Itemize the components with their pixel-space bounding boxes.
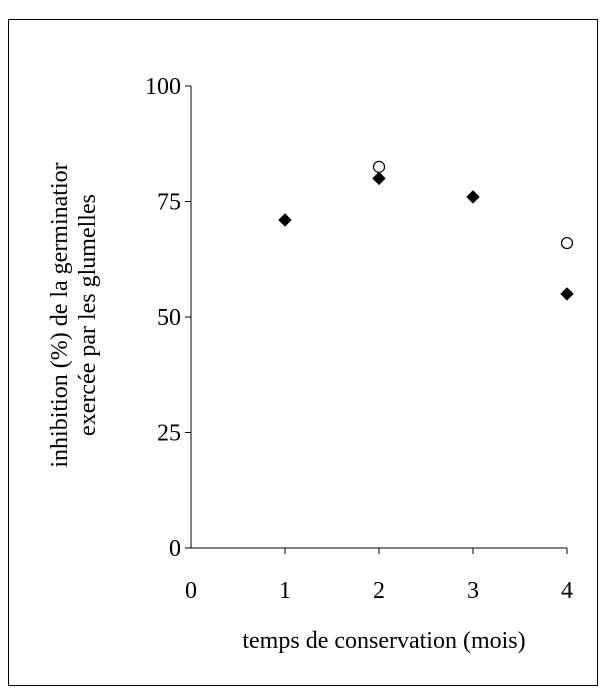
data-point-diamond xyxy=(278,213,292,227)
y-tick-label: 50 xyxy=(157,305,181,331)
x-axis-title: temps de conservation (mois) xyxy=(242,628,525,654)
data-point-diamond xyxy=(372,171,386,186)
x-tick-label: 1 xyxy=(279,578,291,604)
chart-frame xyxy=(8,19,598,686)
data-point-diamond xyxy=(560,287,574,301)
data-point-circle xyxy=(372,160,386,173)
x-tick-label: 2 xyxy=(373,578,385,604)
x-tick-label: 4 xyxy=(561,578,573,604)
y-tick-label: 0 xyxy=(169,536,181,562)
y-tick-label: 100 xyxy=(145,74,181,100)
y-axis-title-line-2: exercée par les glumelles xyxy=(75,194,101,436)
x-tick-label: 3 xyxy=(467,578,479,604)
y-tick-label: 25 xyxy=(157,421,181,447)
data-point-circle xyxy=(560,236,574,250)
x-tick-label: 0 xyxy=(185,578,197,604)
data-point-diamond xyxy=(466,190,480,204)
y-axis-title-line-1: inhibition (%) de la germinatior xyxy=(47,162,73,467)
y-tick-label: 75 xyxy=(157,190,181,216)
